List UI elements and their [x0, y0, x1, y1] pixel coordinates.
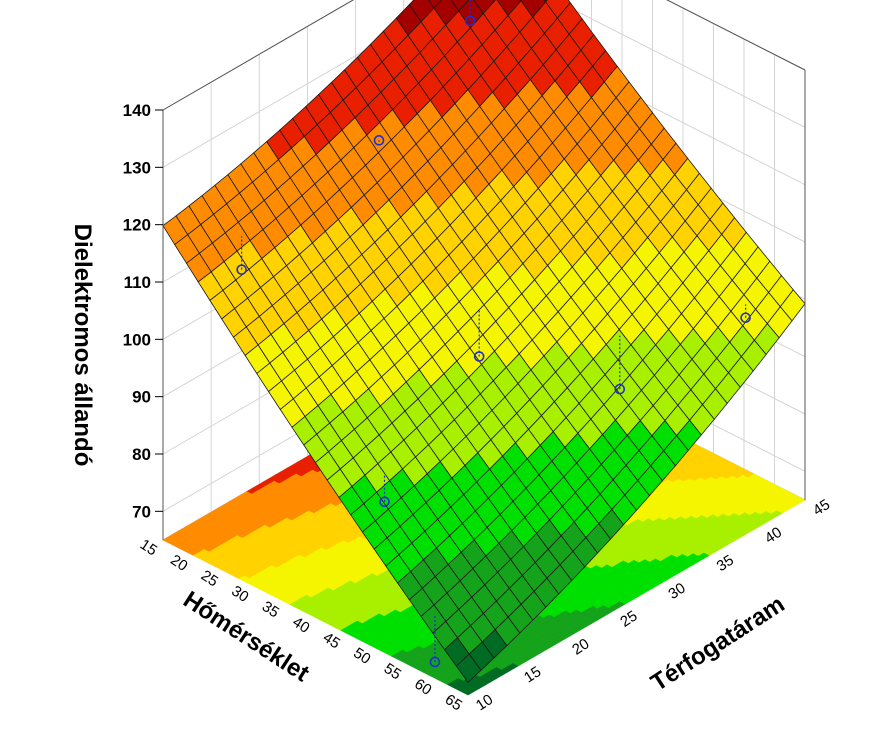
z-tick-label: 130 — [123, 158, 151, 177]
y-tick-label: 25 — [617, 607, 640, 630]
z-tick-label: 120 — [123, 216, 151, 235]
response-surface — [162, 0, 806, 683]
data-point — [373, 135, 385, 146]
x-tick-label: 20 — [167, 552, 190, 575]
axes-frame — [162, 0, 806, 540]
x-tick-label: 60 — [411, 676, 434, 699]
data-point — [236, 264, 247, 275]
data-point — [379, 496, 390, 508]
z-axis-label: Dielektromos állandó — [69, 224, 96, 467]
z-tick-label: 100 — [123, 330, 151, 349]
frame-edge — [162, 0, 355, 111]
z-tick-label: 90 — [132, 388, 151, 407]
z-tick-label: 80 — [132, 445, 151, 464]
observed-points — [236, 0, 751, 668]
z-tick-label: 140 — [123, 101, 151, 120]
tick-labels: 70 80 90 100 110 120 130 140 15 20 25 30 35 40 45 50 55 6… — [123, 101, 834, 714]
frame-edge — [666, 0, 806, 71]
x-tick-label: 50 — [350, 645, 373, 668]
surface-cell — [455, 653, 482, 683]
x-tick-label: 15 — [137, 536, 160, 559]
data-point — [429, 656, 441, 668]
y-tick-label: 40 — [762, 524, 785, 547]
data-point — [464, 15, 476, 27]
x-tick-label: 35 — [259, 598, 282, 621]
data-point — [614, 383, 626, 395]
x-tick-label: 25 — [198, 567, 221, 590]
y-tick-label: 35 — [714, 552, 737, 575]
y-tick-label: 30 — [665, 580, 688, 603]
data-point — [740, 312, 751, 324]
y-tick-label: 20 — [569, 635, 592, 658]
y-tick-label: 15 — [521, 663, 544, 686]
y-axis-label: Térfogatáram — [646, 591, 789, 697]
z-tick-label: 110 — [124, 273, 151, 292]
x-tick-label: 40 — [289, 614, 312, 637]
x-tick-label: 45 — [320, 629, 343, 652]
data-point — [473, 351, 485, 362]
x-tick-label: 65 — [442, 691, 465, 714]
x-tick-label: 30 — [228, 583, 251, 606]
z-tick-label: 70 — [132, 502, 151, 521]
z-gridline — [162, 0, 806, 168]
x-tick-label: 55 — [381, 660, 404, 683]
y-tick-label: 10 — [473, 691, 496, 714]
y-tick-label: 45 — [810, 496, 833, 519]
